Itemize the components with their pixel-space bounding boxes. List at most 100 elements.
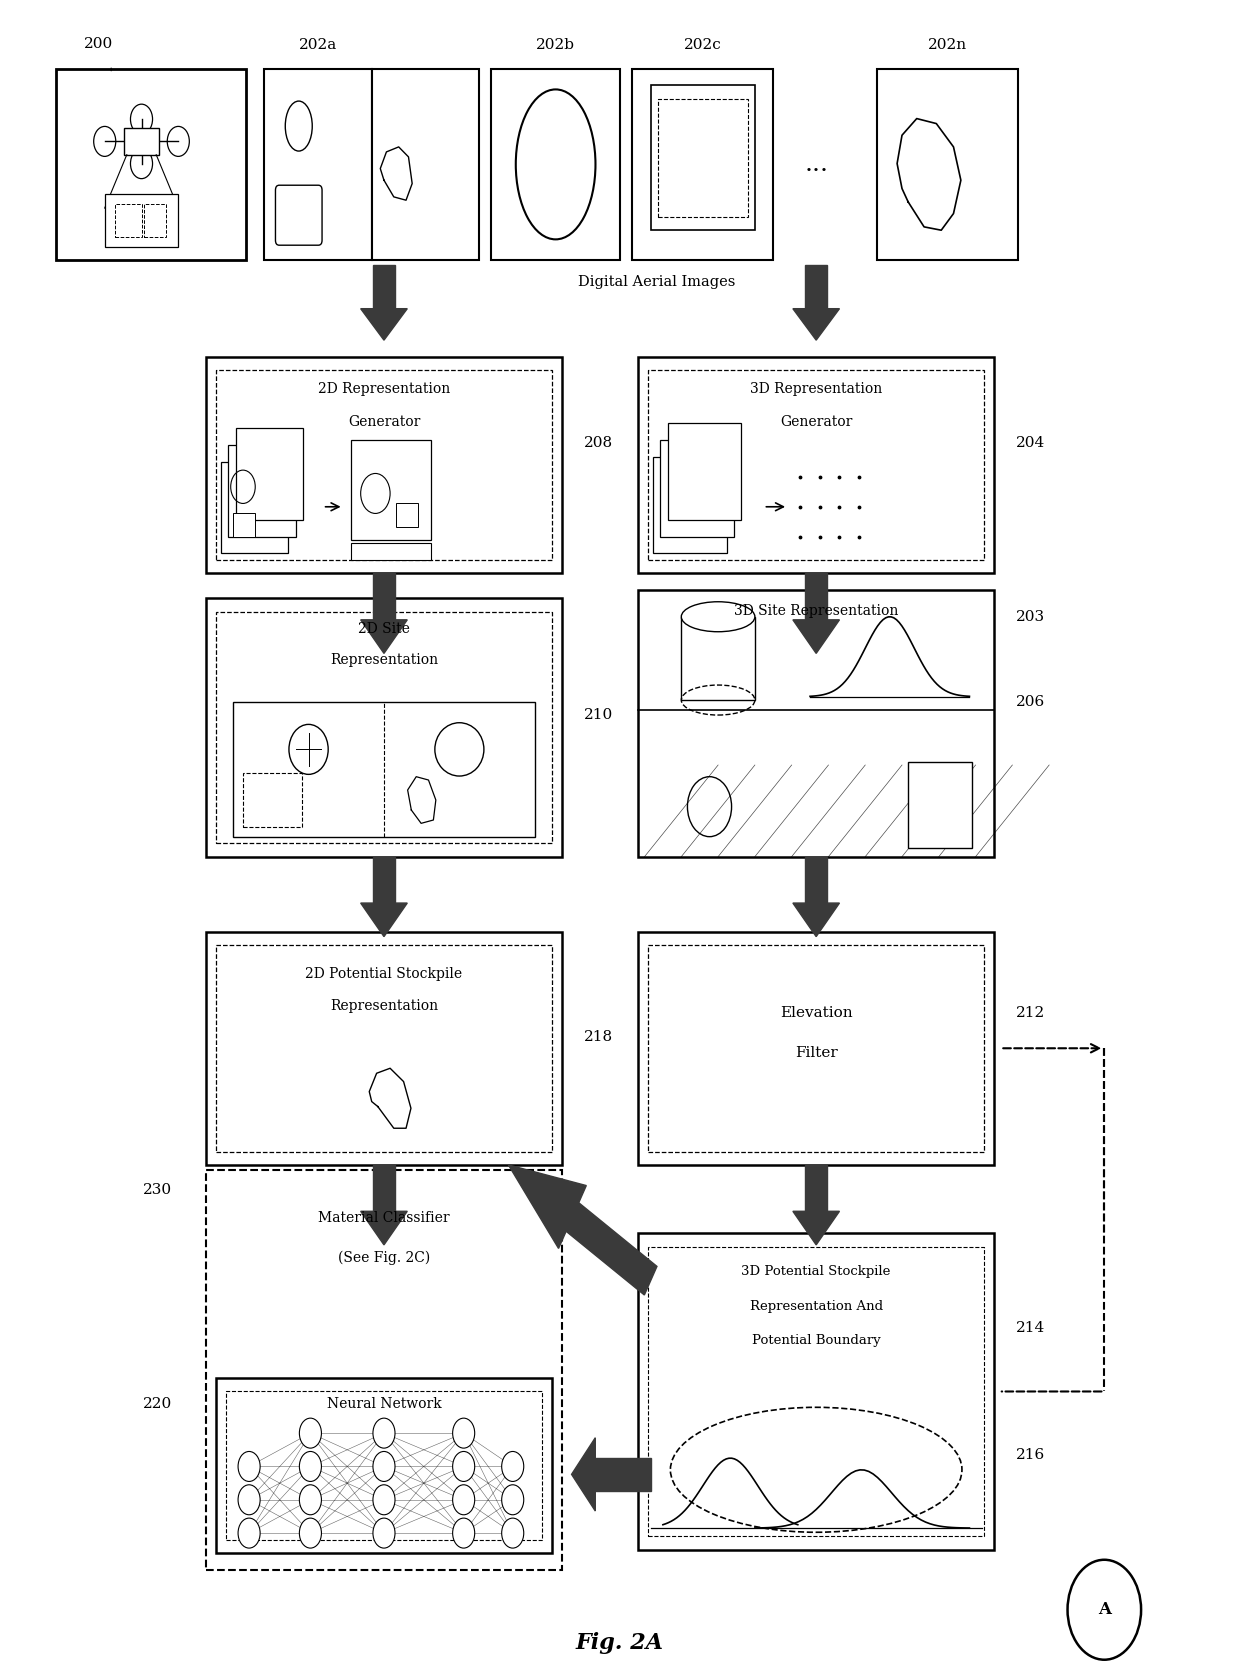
- Text: 202b: 202b: [536, 39, 575, 52]
- Bar: [397, 504, 418, 528]
- Bar: [372, 69, 479, 260]
- Bar: [216, 370, 552, 559]
- Text: 3D Representation: 3D Representation: [750, 383, 883, 396]
- Text: 202a: 202a: [299, 39, 337, 52]
- Bar: [243, 773, 301, 827]
- Text: Digital Aerial Images: Digital Aerial Images: [578, 276, 735, 289]
- Bar: [216, 1378, 552, 1552]
- Bar: [206, 598, 562, 857]
- Text: 212: 212: [1016, 1006, 1045, 1020]
- Circle shape: [453, 1452, 475, 1482]
- Bar: [226, 1391, 542, 1541]
- Polygon shape: [508, 1164, 587, 1248]
- Text: 204: 204: [1016, 437, 1045, 450]
- Bar: [264, 69, 372, 260]
- Text: Elevation: Elevation: [780, 1006, 852, 1020]
- Text: 3D Site Representation: 3D Site Representation: [734, 605, 898, 618]
- Text: 202n: 202n: [929, 39, 967, 52]
- Bar: [661, 440, 734, 538]
- Bar: [639, 932, 994, 1164]
- Bar: [595, 1458, 651, 1492]
- Ellipse shape: [681, 601, 755, 632]
- Bar: [206, 356, 562, 573]
- Bar: [104, 193, 179, 247]
- Bar: [124, 128, 159, 155]
- Polygon shape: [792, 620, 839, 654]
- Text: ...: ...: [805, 153, 828, 176]
- Circle shape: [299, 1418, 321, 1448]
- Bar: [206, 1169, 562, 1569]
- Bar: [373, 573, 396, 620]
- Bar: [805, 857, 827, 904]
- Circle shape: [502, 1452, 523, 1482]
- Text: 206: 206: [1016, 696, 1045, 709]
- Bar: [228, 445, 295, 538]
- Polygon shape: [361, 1211, 407, 1245]
- Text: Filter: Filter: [795, 1047, 837, 1060]
- Circle shape: [299, 1452, 321, 1482]
- Bar: [221, 462, 289, 553]
- Bar: [649, 944, 985, 1151]
- Bar: [236, 428, 303, 521]
- Bar: [233, 514, 255, 538]
- Bar: [632, 69, 774, 260]
- Circle shape: [373, 1452, 396, 1482]
- Bar: [681, 617, 755, 701]
- Bar: [908, 761, 972, 848]
- Polygon shape: [567, 1203, 657, 1295]
- Text: (See Fig. 2C): (See Fig. 2C): [337, 1250, 430, 1265]
- Text: 216: 216: [1016, 1448, 1045, 1462]
- Circle shape: [453, 1418, 475, 1448]
- Bar: [56, 69, 246, 260]
- Text: 208: 208: [584, 437, 613, 450]
- Bar: [373, 265, 396, 309]
- Circle shape: [238, 1485, 260, 1515]
- Text: 230: 230: [143, 1183, 171, 1196]
- Text: 210: 210: [584, 707, 613, 722]
- Polygon shape: [792, 1211, 839, 1245]
- Bar: [639, 356, 994, 573]
- Text: 203: 203: [1017, 610, 1045, 623]
- Circle shape: [299, 1485, 321, 1515]
- Bar: [649, 1247, 985, 1537]
- Polygon shape: [361, 904, 407, 937]
- Polygon shape: [361, 620, 407, 654]
- Text: 2D Representation: 2D Representation: [317, 383, 450, 396]
- Circle shape: [502, 1485, 523, 1515]
- Bar: [216, 944, 552, 1151]
- Text: Generator: Generator: [347, 415, 420, 428]
- Text: Fig. 2A: Fig. 2A: [577, 1631, 663, 1655]
- Text: Generator: Generator: [780, 415, 852, 428]
- Text: Representation: Representation: [330, 654, 438, 667]
- Text: Material Classifier: Material Classifier: [319, 1211, 450, 1225]
- Text: 3D Potential Stockpile: 3D Potential Stockpile: [742, 1265, 890, 1278]
- Text: Neural Network: Neural Network: [326, 1398, 441, 1411]
- Bar: [373, 1164, 396, 1211]
- Text: 200: 200: [84, 37, 114, 50]
- Circle shape: [299, 1519, 321, 1547]
- Text: A: A: [1097, 1601, 1111, 1618]
- Bar: [206, 932, 562, 1164]
- Text: 214: 214: [1016, 1320, 1045, 1336]
- Bar: [668, 423, 742, 521]
- Bar: [233, 702, 534, 837]
- Bar: [639, 1233, 994, 1549]
- FancyBboxPatch shape: [275, 185, 322, 245]
- Circle shape: [453, 1519, 475, 1547]
- Circle shape: [373, 1418, 396, 1448]
- Polygon shape: [792, 309, 839, 339]
- Bar: [144, 203, 166, 237]
- Bar: [114, 203, 141, 237]
- Text: Representation: Representation: [330, 1000, 438, 1013]
- Bar: [651, 86, 755, 230]
- Circle shape: [238, 1519, 260, 1547]
- Bar: [653, 457, 727, 553]
- Circle shape: [453, 1485, 475, 1515]
- Bar: [491, 69, 620, 260]
- Polygon shape: [792, 904, 839, 937]
- Text: 2D Potential Stockpile: 2D Potential Stockpile: [305, 966, 463, 981]
- Bar: [658, 99, 748, 217]
- Polygon shape: [572, 1438, 595, 1510]
- Bar: [373, 857, 396, 904]
- Bar: [805, 573, 827, 620]
